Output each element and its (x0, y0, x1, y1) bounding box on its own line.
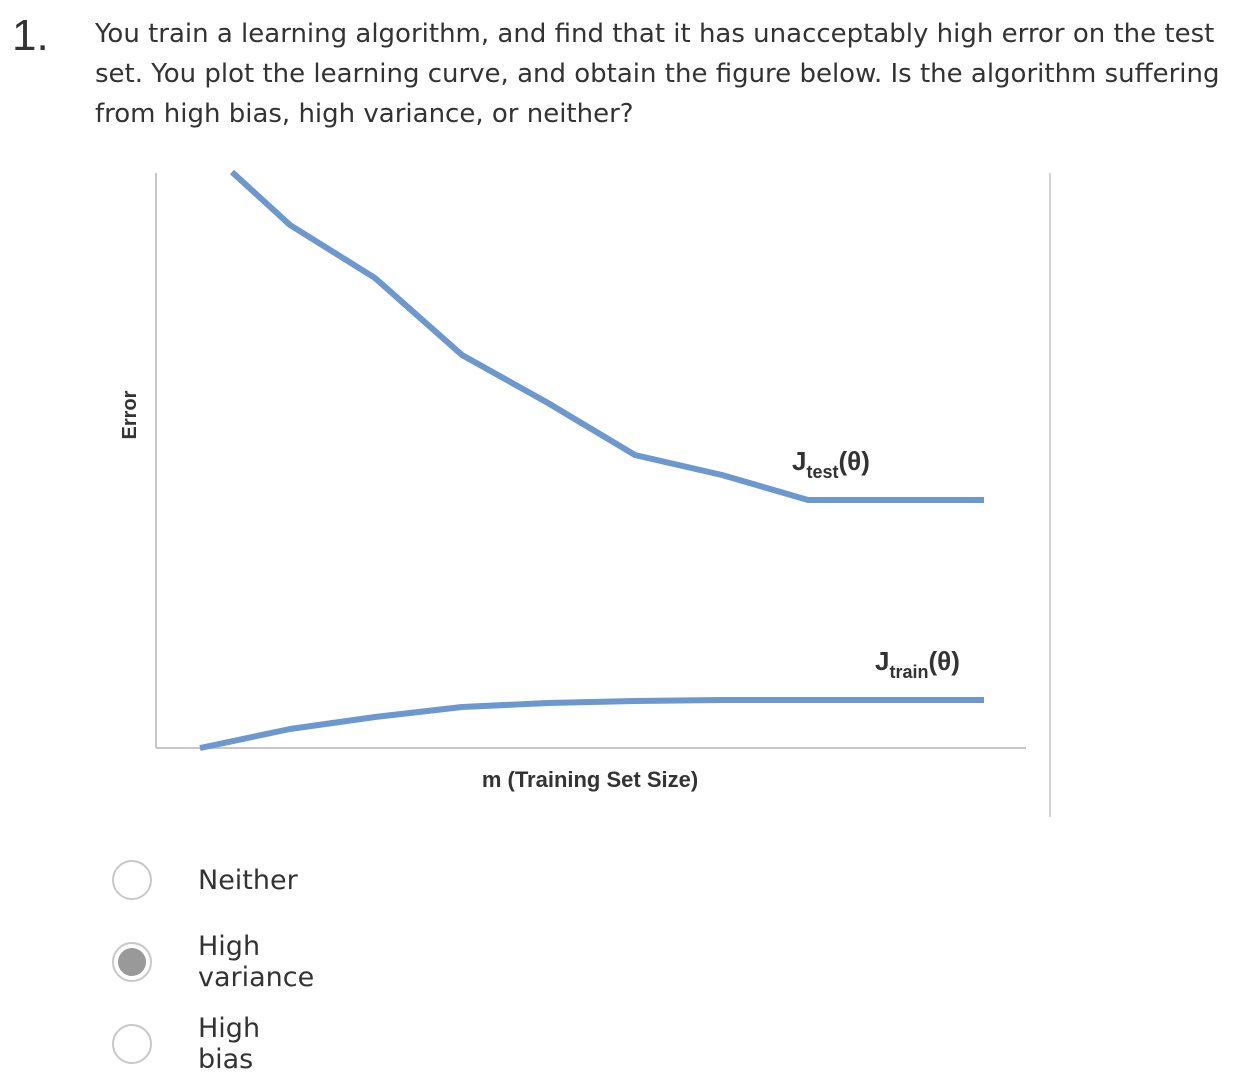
learning-curve-figure: Error m (Training Set Size) Jtest(θ) Jtr… (119, 169, 1051, 817)
question-prompt: You train a learning algorithm, and find… (95, 19, 1220, 129)
train-error-curve (199, 697, 984, 751)
radio-button[interactable] (112, 1024, 152, 1064)
option-label: Neither (198, 864, 298, 896)
y-axis-label: Error (119, 390, 141, 439)
radio-button-selected[interactable] (112, 942, 152, 982)
option-label: High variance (198, 931, 315, 993)
train-curve-label: Jtrain(θ) (875, 646, 960, 682)
option-neither[interactable]: Neither (112, 857, 298, 903)
test-error-curve (229, 169, 984, 503)
test-curve-label: Jtest(θ) (792, 446, 870, 482)
option-high-bias[interactable]: High bias (112, 1013, 260, 1075)
question-number: 1. (12, 11, 49, 60)
x-axis-label: m (Training Set Size) (482, 767, 698, 792)
radio-button[interactable] (112, 860, 152, 900)
option-high-variance[interactable]: High variance (112, 931, 314, 993)
option-label: High bias (198, 1013, 261, 1075)
